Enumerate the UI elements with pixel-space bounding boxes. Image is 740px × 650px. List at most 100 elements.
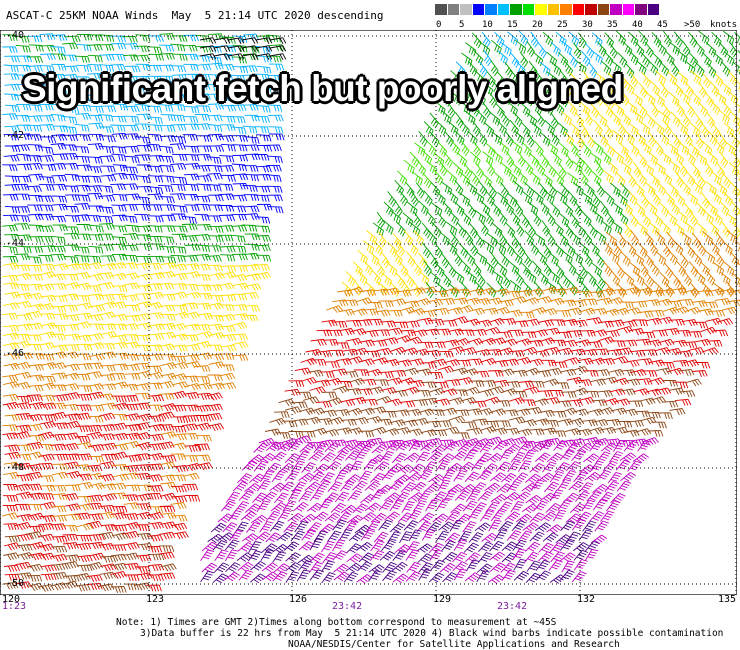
wind-barb-stroke (2, 164, 18, 172)
wind-barb (507, 329, 524, 337)
wind-barb (51, 493, 68, 501)
wind-barb (75, 503, 92, 511)
wind-barb (112, 402, 129, 411)
wind-barb (689, 142, 700, 158)
wind-barb-stroke (206, 114, 223, 122)
wind-barb (256, 85, 272, 93)
wind-barb (531, 100, 543, 116)
wind-barb (275, 432, 291, 439)
wind-barb (584, 109, 593, 126)
wind-barb-stroke (567, 100, 578, 117)
wind-barb (712, 210, 723, 226)
wind-barb-stroke (147, 312, 165, 320)
wind-barb (452, 389, 468, 397)
wind-barb (196, 293, 213, 300)
wind-barb-stroke (88, 122, 105, 130)
wind-barb-stroke (75, 334, 92, 342)
wind-barb-stroke (148, 433, 165, 442)
wind-barb-stroke (426, 298, 444, 307)
wind-barb-stroke (15, 581, 32, 590)
wind-barb (500, 318, 517, 326)
wind-barb-stroke (122, 244, 139, 252)
wind-barb-stroke (400, 329, 417, 337)
wind-barb (16, 124, 33, 132)
wind-barb (478, 287, 496, 295)
wind-barb-stroke (26, 155, 42, 162)
wind-barb-stroke (231, 293, 248, 301)
wind-barb (493, 306, 510, 315)
wind-barb (148, 255, 165, 263)
wind-barb-stroke (531, 260, 542, 277)
wind-barb-stroke (158, 393, 175, 400)
wind-barb-stroke (461, 52, 473, 67)
wind-barb (288, 380, 305, 387)
wind-barb-stroke (409, 287, 427, 295)
wind-barb (456, 81, 467, 97)
wind-barb (706, 340, 723, 347)
wind-barb-stroke (675, 191, 686, 207)
wind-barb (281, 438, 299, 447)
wind-barb (712, 329, 729, 337)
wind-barb-stroke (86, 261, 103, 270)
wind-barb-stroke (136, 285, 153, 292)
wind-barb (543, 397, 561, 405)
wind-barb-stroke (508, 350, 525, 358)
wind-barb-stroke (500, 110, 510, 127)
wind-barb-stroke (207, 344, 224, 352)
wind-barb (307, 369, 324, 377)
wind-barb-stroke (37, 431, 55, 440)
wind-barb (122, 183, 139, 191)
wind-barb-stroke (626, 241, 637, 257)
wind-barb-stroke (87, 314, 104, 322)
wind-barb (13, 284, 30, 291)
wind-barb (160, 362, 177, 370)
wind-barb-stroke (50, 384, 67, 392)
wind-barb-stroke (146, 143, 162, 152)
wind-barb (136, 145, 153, 152)
wind-barb (76, 496, 93, 503)
wind-barb-stroke (503, 427, 520, 436)
wind-barb (496, 261, 508, 277)
wind-barb-stroke (578, 241, 590, 257)
wind-barb-stroke (616, 262, 625, 279)
wind-barb (327, 416, 345, 425)
wind-barb-stroke (642, 161, 654, 176)
wind-barb-stroke (288, 380, 305, 387)
wind-barb (641, 370, 658, 377)
wind-barb (206, 215, 222, 223)
wind-barb-stroke (111, 204, 127, 212)
wind-barb (242, 185, 258, 192)
wind-barb-stroke (521, 190, 533, 205)
wind-barb (112, 413, 128, 421)
wind-barb-stroke (416, 182, 425, 199)
wind-barb (159, 505, 176, 513)
legend-label: 15 (507, 20, 518, 30)
wind-barb-stroke (136, 185, 153, 193)
wind-barb (553, 439, 568, 451)
wind-barb (98, 412, 116, 421)
wind-barb (509, 69, 520, 86)
wind-barb-stroke (170, 522, 188, 531)
wind-barb-stroke (474, 349, 491, 357)
wind-barb-stroke (624, 130, 635, 145)
wind-barb-stroke (572, 181, 584, 197)
wind-barb-stroke (160, 135, 177, 143)
wind-barb (546, 71, 558, 86)
wind-barb (506, 309, 523, 318)
wind-barb-stroke (3, 282, 20, 290)
wind-barb (639, 331, 656, 339)
wind-barb-stroke (543, 347, 561, 355)
wind-barb (50, 143, 67, 150)
wind-barb (158, 75, 175, 83)
wind-barb (39, 271, 56, 279)
wind-barb-stroke (373, 240, 383, 256)
wind-barb-stroke (230, 116, 246, 124)
wind-barb (689, 122, 701, 138)
wind-barb (242, 125, 258, 134)
wind-barb-stroke (692, 321, 709, 329)
wind-barb (712, 261, 725, 277)
wind-barb (604, 32, 614, 48)
wind-barb-stroke (302, 396, 320, 404)
wind-barb-stroke (207, 302, 224, 310)
wind-barb (111, 506, 128, 513)
